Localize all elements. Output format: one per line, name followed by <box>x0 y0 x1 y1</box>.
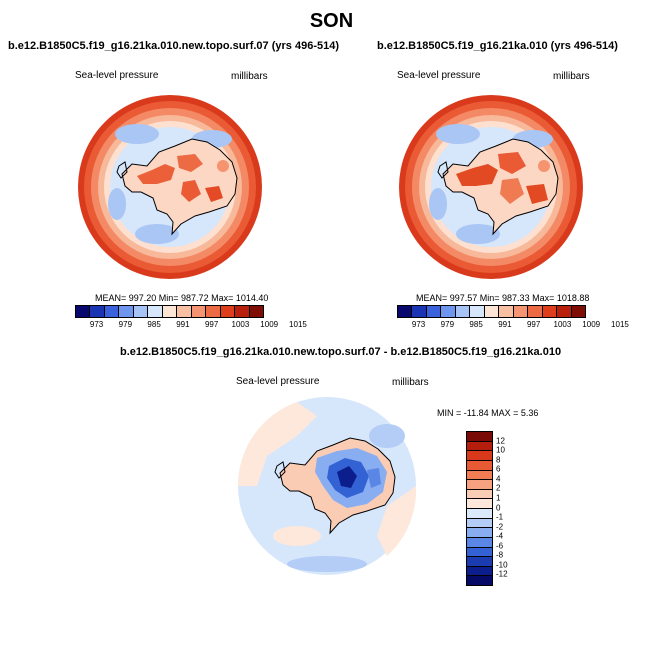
colorbar-tick-label: 991 <box>176 320 190 329</box>
diff-colorbar <box>466 431 493 586</box>
diff-map <box>237 397 417 575</box>
panel-2-units-label: millibars <box>553 71 590 82</box>
colorbar-tick-label: 4 <box>496 474 501 484</box>
colorbar-tick-label: 1003 <box>231 320 250 329</box>
colorbar-swatch <box>412 306 427 317</box>
diff-title: b.e12.B1850C5.f19_g16.21ka.010.new.topo.… <box>120 346 562 358</box>
colorbar-swatch <box>467 518 492 529</box>
colorbar-swatch <box>162 306 178 317</box>
panel-2-variable-label: Sea-level pressure <box>397 70 481 81</box>
colorbar-swatch <box>513 306 529 317</box>
colorbar-tick-label: -4 <box>496 531 504 541</box>
panel-2-colorbar <box>397 305 586 318</box>
colorbar-swatch <box>542 306 558 317</box>
colorbar-swatch <box>470 306 485 317</box>
colorbar-swatch <box>467 547 492 558</box>
colorbar-swatch <box>426 306 442 317</box>
colorbar-tick-label: 991 <box>498 320 512 329</box>
colorbar-tick-label: 1 <box>496 493 501 503</box>
colorbar-tick-label: 1009 <box>582 320 601 329</box>
colorbar-swatch <box>467 451 492 461</box>
colorbar-tick-label: -2 <box>496 522 504 532</box>
colorbar-swatch <box>455 306 471 317</box>
panel-1-colorbar-ticks: 973 979 985 991 997 1003 1009 1015 <box>75 320 307 330</box>
colorbar-tick-label: 979 <box>440 320 455 329</box>
colorbar-tick-label: 12 <box>496 436 505 446</box>
colorbar-swatch <box>76 306 91 317</box>
colorbar-tick-label: -8 <box>496 550 504 560</box>
diff-units-label: millibars <box>392 377 429 388</box>
colorbar-swatch <box>528 306 543 317</box>
colorbar-swatch <box>104 306 120 317</box>
colorbar-tick-label: 1015 <box>289 320 307 329</box>
colorbar-tick-label: 973 <box>411 320 426 329</box>
panel-1-title: b.e12.B1850C5.f19_g16.21ka.010.new.topo.… <box>8 40 339 52</box>
colorbar-swatch <box>467 576 492 585</box>
colorbar-tick-label: -10 <box>496 560 508 570</box>
colorbar-swatch <box>467 528 492 538</box>
colorbar-tick-label: 985 <box>147 320 161 329</box>
colorbar-swatch <box>191 306 207 317</box>
colorbar-swatch <box>235 306 250 317</box>
colorbar-swatch <box>467 537 492 548</box>
colorbar-tick-label: 997 <box>526 320 541 329</box>
season-title: SON <box>309 10 354 32</box>
panel-1-stats: MEAN= 997.20 Min= 987.72 Max= 1014.40 <box>95 293 269 303</box>
colorbar-swatch <box>467 566 492 577</box>
colorbar-tick-label: 8 <box>496 455 501 465</box>
panel-2-stats: MEAN= 997.57 Min= 987.33 Max= 1018.88 <box>416 293 590 303</box>
colorbar-swatch <box>571 306 586 317</box>
colorbar-tick-label: 1015 <box>611 320 629 329</box>
panel-2-title: b.e12.B1850C5.f19_g16.21ka.010 (yrs 496-… <box>377 40 618 52</box>
colorbar-swatch <box>467 470 492 481</box>
colorbar-tick-label: 979 <box>118 320 133 329</box>
colorbar-swatch <box>249 306 264 317</box>
colorbar-swatch <box>220 306 236 317</box>
colorbar-tick-label: 985 <box>469 320 483 329</box>
colorbar-tick-label: 0 <box>496 503 501 512</box>
colorbar-swatch <box>467 557 492 567</box>
colorbar-swatch <box>119 306 134 317</box>
colorbar-tick-label: 10 <box>496 445 505 455</box>
colorbar-swatch <box>467 441 492 452</box>
colorbar-swatch <box>441 306 456 317</box>
colorbar-swatch <box>467 499 492 509</box>
colorbar-swatch <box>467 489 492 500</box>
colorbar-tick-label: 1003 <box>553 320 572 329</box>
colorbar-swatch <box>133 306 149 317</box>
colorbar-swatch <box>499 306 514 317</box>
colorbar-swatch <box>398 306 413 317</box>
panel-1-map <box>78 95 262 279</box>
colorbar-swatch <box>467 509 492 519</box>
panel-2-colorbar-ticks: 973 979 985 991 997 1003 1009 1015 <box>397 320 629 330</box>
panel-1-variable-label: Sea-level pressure <box>75 70 159 81</box>
colorbar-swatch <box>467 432 492 442</box>
diff-colorbar-ticks: 12 10 8 6 4 2 1 0 -1 -2 -4 -6 -8 -10 -12 <box>496 431 526 584</box>
colorbar-swatch <box>206 306 221 317</box>
colorbar-swatch <box>467 460 492 471</box>
colorbar-swatch <box>90 306 105 317</box>
colorbar-tick-label: -12 <box>496 569 508 579</box>
colorbar-swatch <box>148 306 163 317</box>
diff-variable-label: Sea-level pressure <box>236 376 320 387</box>
colorbar-swatch <box>484 306 500 317</box>
colorbar-tick-label: 1009 <box>260 320 279 329</box>
colorbar-tick-label: 997 <box>204 320 219 329</box>
colorbar-swatch <box>557 306 572 317</box>
colorbar-tick-label: 973 <box>89 320 104 329</box>
colorbar-tick-label: -6 <box>496 541 504 551</box>
panel-2-map <box>399 95 583 279</box>
diff-minmax: MIN = -11.84 MAX = 5.36 <box>437 408 539 418</box>
colorbar-swatch <box>177 306 192 317</box>
colorbar-tick-label: 6 <box>496 464 501 474</box>
panel-1-units-label: millibars <box>231 71 268 82</box>
colorbar-tick-label: -1 <box>496 512 504 522</box>
panel-1-colorbar <box>75 305 264 318</box>
colorbar-tick-label: 2 <box>496 483 501 493</box>
colorbar-swatch <box>467 480 492 490</box>
